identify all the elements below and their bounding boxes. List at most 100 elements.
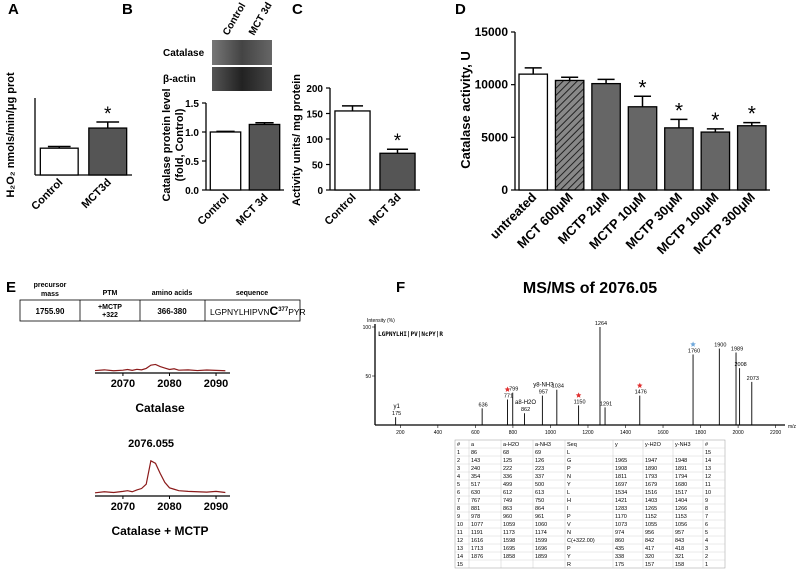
table-cell: 157 — [645, 562, 654, 568]
y-axis-label: (fold, Control) — [174, 108, 186, 181]
panel-label: B — [122, 1, 133, 18]
table-cell: 1859 — [535, 554, 547, 560]
blot-catalase — [212, 40, 272, 65]
table-cell: 1421 — [615, 498, 627, 504]
y-tick-label: 1.5 — [185, 99, 199, 110]
table-cell: 960 — [503, 514, 512, 520]
table-cell: 630 — [471, 490, 480, 496]
peak-mz-label: 175 — [392, 411, 401, 417]
peak-ion-label: y8-NH3 — [533, 383, 554, 389]
peak-ion-label: a8-H2O — [515, 400, 536, 406]
table-cell: 1056 — [675, 522, 687, 528]
table-cell: 957 — [675, 530, 684, 536]
peak-mz-label: 1900 — [714, 343, 726, 349]
y-tick-label: 0 — [501, 183, 508, 197]
bar — [591, 82, 621, 191]
table-cell: 6 — [457, 490, 460, 496]
y-tick-label: 200 — [306, 84, 323, 95]
y-tick-label: 50 — [312, 161, 324, 172]
peak-star — [504, 386, 511, 392]
table-cell: 1948 — [675, 458, 687, 464]
sequence-part: LGPNYLHIPVN — [210, 307, 270, 317]
table-cell: 1517 — [675, 490, 687, 496]
table-cell: I — [567, 506, 569, 512]
bar — [88, 127, 128, 176]
table-cell: 1 — [705, 562, 708, 568]
table-cell: P — [567, 514, 571, 520]
sequence-part: PYR — [288, 307, 305, 317]
table-cell: 366-380 — [157, 307, 187, 316]
table-cell: 158 — [675, 562, 684, 568]
x-tick-label: MCT 3d — [367, 192, 404, 229]
x-tick-label: MCT3d — [79, 177, 113, 211]
table-cell: 1516 — [645, 490, 657, 496]
y-axis-label: Catalase protein level — [161, 88, 173, 201]
x-axis-label: m/z — [788, 424, 797, 430]
table-cell: 1696 — [535, 546, 547, 552]
table-header: a-H2O — [503, 442, 520, 448]
table-cell: 417 — [645, 546, 654, 552]
table-cell: 1679 — [645, 482, 657, 488]
table-cell: 860 — [615, 538, 624, 544]
table-cell: Y — [567, 554, 571, 560]
peak-mz-label: 862 — [521, 407, 530, 413]
peak-star — [575, 392, 582, 398]
significance-mark: * — [748, 103, 756, 126]
peak-mz-label: 1989 — [731, 346, 743, 352]
table-cell: 320 — [645, 554, 654, 560]
table-cell: G — [567, 458, 571, 464]
table-cell: 435 — [615, 546, 624, 552]
table-cell: 1616 — [471, 538, 483, 544]
table-cell: 1173 — [503, 530, 515, 536]
table-cell: 1170 — [615, 514, 627, 520]
table-cell: 418 — [675, 546, 684, 552]
table-cell: 12 — [705, 474, 711, 480]
table-header: amino acids — [152, 290, 193, 297]
table-cell: R — [567, 562, 571, 568]
chart-title: MS/MS of 2076.05 — [523, 280, 657, 297]
x-tick-label: 2070 — [111, 501, 135, 513]
y-axis-label: Intensity (%) — [367, 318, 395, 324]
table-cell: 7 — [457, 498, 460, 504]
table-cell: 2 — [457, 458, 460, 464]
table-cell: 750 — [535, 498, 544, 504]
table-cell: 10 — [705, 490, 711, 496]
sequence-label: LGPNYLHI|PV|NcPY|R — [378, 331, 443, 338]
x-tick-label: 2200 — [770, 430, 781, 436]
significance-mark: * — [638, 76, 646, 99]
bar — [700, 131, 731, 191]
x-tick-label: 1200 — [582, 430, 593, 436]
table-cell: 1891 — [675, 466, 687, 472]
table-cell: 1811 — [615, 474, 627, 480]
table-header: # — [705, 442, 709, 448]
panel-label: A — [8, 1, 19, 18]
spectrum-line — [94, 363, 226, 372]
panel-label: F — [396, 279, 405, 296]
peak-mz-label: 1476 — [635, 390, 647, 396]
table-header: y-NH3 — [675, 442, 691, 448]
x-tick-label: 200 — [396, 430, 405, 436]
x-tick-label: 2070 — [111, 378, 135, 390]
table-cell: 974 — [615, 530, 624, 536]
table-cell: 14 — [457, 554, 463, 560]
table-cell: C(+322.00) — [567, 538, 595, 544]
sequence: LGPNYLHIPVNC377PYR — [210, 304, 306, 318]
table-cell: 8 — [457, 506, 460, 512]
bar — [334, 110, 371, 191]
table-cell: N — [567, 474, 571, 480]
table-cell: 9 — [705, 498, 708, 504]
peak-mz-label: 636 — [479, 402, 488, 408]
x-tick-label: 2080 — [157, 501, 181, 513]
x-tick-label: 2080 — [157, 378, 181, 390]
y-tick-label: 15000 — [475, 25, 509, 39]
blot-column-label: MCT 3d — [247, 1, 275, 38]
table-cell: L — [567, 490, 570, 496]
bar — [736, 125, 767, 191]
table-cell: 864 — [535, 506, 544, 512]
table-cell: 175 — [615, 562, 624, 568]
y-tick-label: 10000 — [475, 78, 509, 92]
x-tick-label: 2000 — [733, 430, 744, 436]
table-header: mass — [41, 291, 59, 298]
peak-star — [636, 382, 643, 388]
table-cell: 354 — [471, 474, 480, 480]
